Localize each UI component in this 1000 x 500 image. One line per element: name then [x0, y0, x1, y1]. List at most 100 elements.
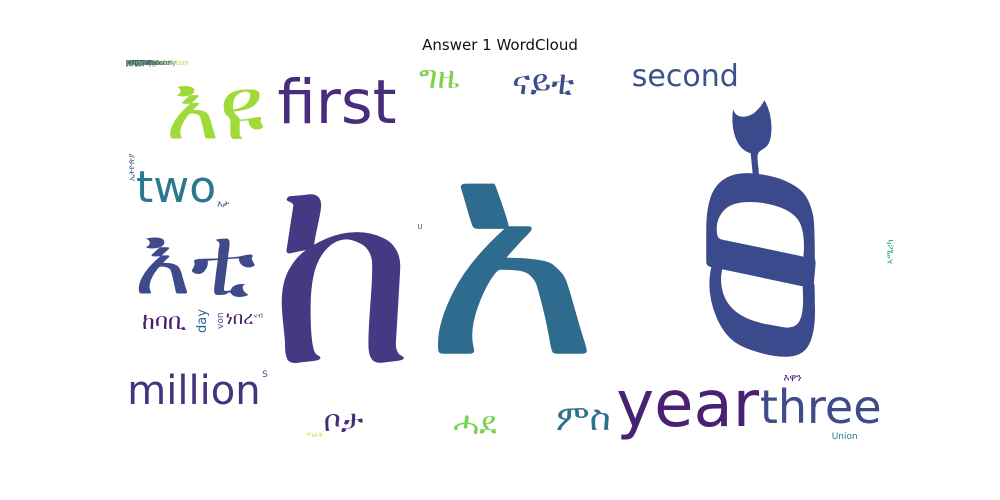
- word-96: Convention: [126, 60, 166, 67]
- word-124: ሓሙሽተ: [126, 60, 149, 67]
- word-12: ሓደ: [453, 404, 497, 442]
- word-68: Super Slim: [126, 60, 164, 67]
- word-116: ብዙሕ: [126, 60, 143, 67]
- word-88: Bosniaks: [126, 60, 158, 67]
- word-1: ው: [577, 97, 896, 371]
- word-105: F: [126, 60, 131, 67]
- word-109: ከም: [126, 60, 137, 67]
- word-63: October: [126, 60, 155, 67]
- word-30: ኣሜሪካ: [885, 239, 896, 265]
- word-43: Germany: [126, 60, 159, 67]
- word-78: inches: [126, 60, 149, 67]
- word-39: American: [126, 60, 160, 67]
- word-103: C: [126, 60, 131, 67]
- word-86: Lesbian: [126, 60, 153, 67]
- word-34: ኢዩ: [126, 60, 136, 67]
- word-142: ካብ: [126, 60, 136, 67]
- word-28: ከተማ: [126, 60, 142, 67]
- chart-title: Answer 1 WordCloud: [422, 36, 578, 54]
- word-145: ኢሉ: [126, 60, 137, 67]
- word-67: third: [126, 60, 143, 67]
- word-5: year: [616, 367, 760, 442]
- word-82: AfCFTA: [126, 60, 151, 67]
- word-119: ኣቦም: [126, 60, 141, 67]
- word-35: approximately: [126, 60, 177, 67]
- word-138: ወይ: [126, 60, 136, 67]
- word-25: ጨማ: [126, 60, 141, 67]
- word-139: ዋጋ: [126, 60, 136, 67]
- word-121: ደረጃ: [126, 60, 139, 67]
- word-17: ከባቢ: [142, 308, 187, 335]
- word-22: ሃገራት: [306, 431, 324, 440]
- word-53: week: [126, 60, 145, 67]
- word-110: ሓሳብ: [126, 60, 142, 67]
- word-cloud: አ ው ከ እቲ first year million እዩ three two ምስ ናይቲ ሓደ ግዜ…: [126, 60, 896, 442]
- word-80: da: [126, 60, 135, 67]
- word-104: D: [126, 60, 132, 67]
- word-93: Francis: [126, 60, 151, 67]
- word-59: England: [126, 60, 155, 67]
- word-62: January: [126, 60, 153, 67]
- word-125: ዝመጽእ: [126, 60, 147, 67]
- word-87: Mendelssohn: [126, 60, 172, 67]
- word-11: ናይቲ: [512, 63, 575, 104]
- word-16: day: [194, 309, 210, 334]
- word-10: ምስ: [556, 398, 611, 440]
- word-45: Neumann: [126, 60, 160, 67]
- word-33: ከምዝ: [126, 60, 142, 67]
- word-27: Latin: [126, 60, 144, 67]
- word-97: years': [126, 60, 148, 67]
- word-143: ግን: [126, 60, 134, 67]
- word-130: ኣእንገድቲ: [126, 60, 151, 67]
- word-140: ኣብ: [126, 60, 136, 67]
- word-66: EU: [126, 60, 136, 67]
- word-31: ኢትዮጵያ: [126, 153, 136, 182]
- word-99: Sanner: [126, 60, 151, 67]
- word-77: New: [126, 60, 142, 67]
- word-132: ዘይብሉ: [126, 60, 145, 67]
- word-20: Union: [831, 431, 858, 442]
- word-69: Civil: [126, 60, 141, 67]
- word-7: እዩ: [165, 60, 265, 162]
- word-38: Greek: [126, 60, 147, 67]
- word-52: billion: [126, 60, 147, 67]
- word-42: several: [126, 60, 152, 67]
- word-55: Mexico: [126, 60, 151, 67]
- word-106: V: [126, 60, 131, 67]
- word-115: ዕላማ: [126, 60, 141, 67]
- word-44: European: [126, 60, 160, 67]
- word-18: ነበረ: [225, 307, 254, 329]
- word-6: million: [127, 368, 261, 415]
- word-9: two: [136, 161, 217, 213]
- word-37: British: [126, 60, 149, 67]
- word-76: four: [126, 60, 141, 67]
- word-108: ቤት: [126, 60, 136, 67]
- word-79: ten: [126, 60, 138, 67]
- word-133: ናብቲ: [126, 60, 140, 67]
- word-48: Island: [126, 60, 147, 67]
- word-112: ጥራይ: [126, 60, 141, 67]
- word-84: Tristan: [126, 60, 150, 67]
- word-23: እቶም: [126, 60, 142, 67]
- word-24: እታ: [217, 199, 230, 210]
- word-72: UEFA: [126, 60, 144, 67]
- word-61: thousand: [126, 60, 159, 67]
- word-29: ናብ: [253, 312, 263, 321]
- word-65: July: [126, 60, 139, 67]
- word-129: ኣውስትራልያ: [126, 60, 160, 67]
- word-70: Empire: [126, 60, 151, 67]
- word-57: Washington: [126, 60, 168, 67]
- word-49: Church: [126, 60, 151, 67]
- word-107: m: [126, 60, 133, 67]
- word-2: ከ: [268, 111, 418, 426]
- word-71: Sri: [126, 60, 136, 67]
- word-136: ሕጊ: [126, 60, 137, 67]
- word-8: three: [759, 380, 882, 435]
- word-56: Football: [126, 60, 154, 67]
- word-73: March: [126, 60, 148, 67]
- word-41: annual: [126, 60, 150, 67]
- word-126: ትካል: [126, 60, 139, 67]
- word-128: ብዙሓት: [126, 60, 147, 67]
- word-4: first: [277, 66, 397, 138]
- word-91: Beach: [126, 60, 148, 67]
